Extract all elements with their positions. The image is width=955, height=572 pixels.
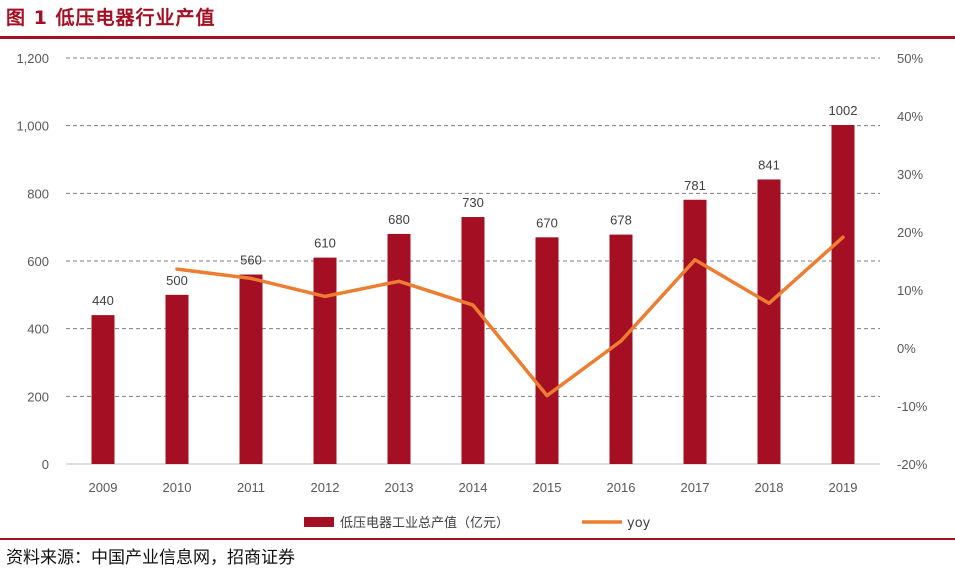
- legend: 低压电器工业总产值（亿元） yoy: [304, 515, 651, 531]
- bar-2019: [831, 124, 855, 465]
- left-tick-label: 0: [42, 457, 49, 472]
- left-tick-label: 1,000: [16, 119, 49, 134]
- x-axis: 2009 2010 2011 2012 2013 2014 2015 2016 2017 2018…: [89, 480, 858, 495]
- bar-label-2015: 670: [536, 215, 558, 230]
- legend-line-label: yoy: [627, 516, 651, 531]
- x-tick-label: 2012: [311, 480, 340, 495]
- bar-label-2016: 678: [610, 213, 632, 228]
- bar-label-2011: 560: [240, 253, 262, 268]
- source-rule: [0, 538, 955, 540]
- right-tick-label: 50%: [897, 51, 923, 66]
- bar-2010: [165, 294, 189, 464]
- left-tick-label: 200: [27, 389, 49, 404]
- legend-bar-swatch: [304, 517, 334, 527]
- bar-2014: [461, 217, 485, 464]
- right-tick-label: 40%: [897, 109, 923, 124]
- right-tick-label: -10%: [897, 399, 928, 414]
- bar-label-2010: 500: [166, 273, 188, 288]
- yoy-point-2014: [471, 303, 475, 307]
- bar-2017: [683, 199, 707, 465]
- source-note: 资料来源：中国产业信息网，招商证券: [6, 548, 295, 568]
- yoy-point-2011: [249, 276, 253, 280]
- right-tick-label: 20%: [897, 225, 923, 240]
- yoy-point-2015: [545, 394, 549, 398]
- bar-label-2018: 841: [758, 157, 780, 172]
- left-axis: 0 200 400 600 800 1,000 1,200: [16, 51, 49, 472]
- legend-bar-label: 低压电器工业总产值（亿元）: [340, 515, 509, 531]
- bar-2013: [387, 233, 411, 464]
- bar-2011: [239, 274, 263, 464]
- yoy-point-2010: [175, 267, 179, 271]
- bar-label-2019: 1002: [829, 103, 858, 118]
- bar-data-labels: 440 500 560 610 680 730 670 678 781 841 1002: [92, 103, 857, 308]
- bar-label-2009: 440: [92, 293, 114, 308]
- yoy-point-2018: [767, 301, 771, 305]
- x-tick-label: 2013: [385, 480, 414, 495]
- bar-label-2013: 680: [388, 212, 410, 227]
- x-tick-label: 2014: [459, 480, 488, 495]
- title-rule: [0, 36, 955, 39]
- yoy-point-2016: [619, 339, 623, 343]
- x-tick-label: 2016: [607, 480, 636, 495]
- figure-title: 图 1 低压电器行业产值: [6, 7, 216, 29]
- bar-label-2014: 730: [462, 195, 484, 210]
- left-tick-label: 1,200: [16, 51, 49, 66]
- x-tick-label: 2017: [681, 480, 710, 495]
- bar-2009: [91, 315, 115, 464]
- left-tick-label: 800: [27, 186, 49, 201]
- x-tick-label: 2018: [755, 480, 784, 495]
- x-tick-label: 2015: [533, 480, 562, 495]
- yoy-point-2019: [841, 235, 845, 239]
- x-tick-label: 2019: [829, 480, 858, 495]
- left-tick-label: 400: [27, 322, 49, 337]
- left-tick-label: 600: [27, 254, 49, 269]
- x-tick-label: 2009: [89, 480, 118, 495]
- yoy-series: [175, 235, 845, 398]
- bar-2012: [313, 257, 337, 464]
- bar-2015: [535, 237, 559, 464]
- x-tick-label: 2011: [237, 480, 265, 495]
- yoy-point-2012: [323, 294, 327, 298]
- bar-label-2017: 781: [684, 178, 706, 193]
- yoy-point-2017: [693, 258, 697, 262]
- bar-label-2012: 610: [314, 236, 336, 251]
- right-tick-label: 30%: [897, 167, 923, 182]
- right-tick-label: 10%: [897, 283, 923, 298]
- right-tick-label: 0%: [897, 341, 916, 356]
- chart: 0 200 400 600 800 1,000 1,200 -20% -10% 0% 10% 20%…: [16, 51, 928, 531]
- yoy-point-2013: [397, 279, 401, 283]
- bar-series: [91, 124, 855, 465]
- bar-2016: [609, 234, 633, 464]
- right-tick-label: -20%: [897, 457, 928, 472]
- x-tick-label: 2010: [163, 480, 192, 495]
- right-axis: -20% -10% 0% 10% 20% 30% 40% 50%: [897, 51, 928, 472]
- bar-2018: [757, 179, 781, 464]
- yoy-line: [175, 235, 845, 398]
